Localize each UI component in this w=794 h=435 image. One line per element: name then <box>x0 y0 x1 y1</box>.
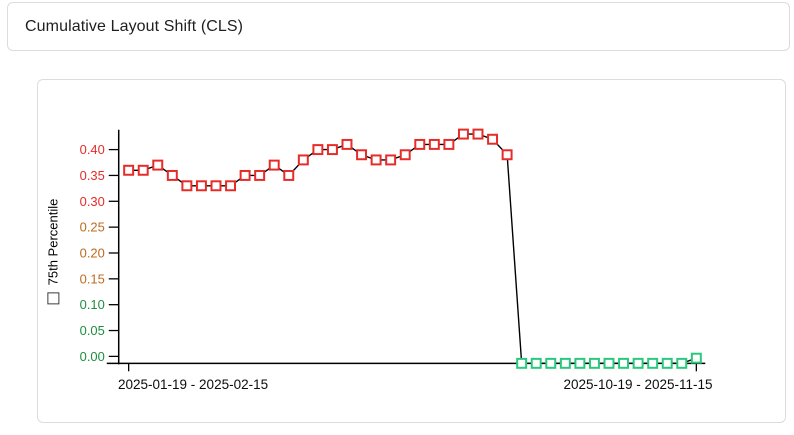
data-point-marker[interactable] <box>341 138 353 150</box>
data-point-marker[interactable] <box>574 357 586 369</box>
series-line <box>128 133 697 365</box>
y-tick-label: 0.20 <box>80 245 105 260</box>
data-point-marker[interactable] <box>370 154 382 166</box>
x-axis-label-start: 2025-01-19 - 2025-02-15 <box>118 377 269 392</box>
y-tick-label: 0.00 <box>80 349 105 364</box>
y-tick-label: 0.25 <box>80 220 105 235</box>
data-point-marker[interactable] <box>661 357 673 369</box>
series-toggle-checkbox[interactable] <box>47 291 60 304</box>
data-point-marker[interactable] <box>559 357 571 369</box>
y-tick-label: 0.35 <box>80 168 105 183</box>
data-point-marker[interactable] <box>457 128 469 140</box>
data-point-marker[interactable] <box>254 169 266 181</box>
data-point-marker[interactable] <box>137 164 149 176</box>
data-point-marker[interactable] <box>690 352 702 364</box>
y-tick-label: 0.30 <box>80 194 105 209</box>
chart-card: 0.00 0.05 0.10 0.15 0.20 0.25 0.30 0.35 0.40 75t… <box>37 79 786 423</box>
data-point-marker[interactable] <box>268 159 280 171</box>
data-point-marker[interactable] <box>603 357 615 369</box>
data-point-marker[interactable] <box>297 154 309 166</box>
page-title: Cumulative Layout Shift (CLS) <box>25 17 244 35</box>
y-tick-label: 0.10 <box>80 297 105 312</box>
data-point-marker[interactable] <box>225 180 237 192</box>
y-tick-label: 0.05 <box>80 323 105 338</box>
title-card: Cumulative Layout Shift (CLS) <box>7 2 790 51</box>
cls-line-chart[interactable]: 0.00 0.05 0.10 0.15 0.20 0.25 0.30 0.35 0.40 <box>38 80 785 422</box>
data-point-marker[interactable] <box>588 357 600 369</box>
data-point-marker[interactable] <box>123 164 135 176</box>
y-tick-label: 0.40 <box>80 142 105 157</box>
data-point-marker[interactable] <box>443 138 455 150</box>
data-point-marker[interactable] <box>239 169 251 181</box>
data-point-marker[interactable] <box>195 180 207 192</box>
data-point-marker[interactable] <box>501 149 513 161</box>
data-point-marker[interactable] <box>676 357 688 369</box>
x-axis-label-end: 2025-10-19 - 2025-11-15 <box>563 377 713 392</box>
data-point-marker[interactable] <box>312 144 324 156</box>
data-point-marker[interactable] <box>210 180 222 192</box>
data-point-marker[interactable] <box>487 133 499 145</box>
data-point-marker[interactable] <box>618 357 630 369</box>
data-point-marker[interactable] <box>283 169 295 181</box>
data-point-marker[interactable] <box>647 357 659 369</box>
data-point-marker[interactable] <box>399 149 411 161</box>
data-point-marker[interactable] <box>545 357 557 369</box>
data-point-marker[interactable] <box>356 149 368 161</box>
data-point-marker[interactable] <box>530 357 542 369</box>
data-point-marker[interactable] <box>152 159 164 171</box>
y-tick-label: 0.15 <box>80 271 105 286</box>
data-point-marker[interactable] <box>414 138 426 150</box>
data-point-marker[interactable] <box>516 357 528 369</box>
data-point-marker[interactable] <box>326 144 338 156</box>
data-point-marker[interactable] <box>428 138 440 150</box>
data-point-marker[interactable] <box>472 128 484 140</box>
data-point-marker[interactable] <box>632 357 644 369</box>
data-point-marker[interactable] <box>181 180 193 192</box>
y-axis-title: 75th Percentile <box>45 198 61 285</box>
data-point-marker[interactable] <box>166 169 178 181</box>
data-point-marker[interactable] <box>385 154 397 166</box>
